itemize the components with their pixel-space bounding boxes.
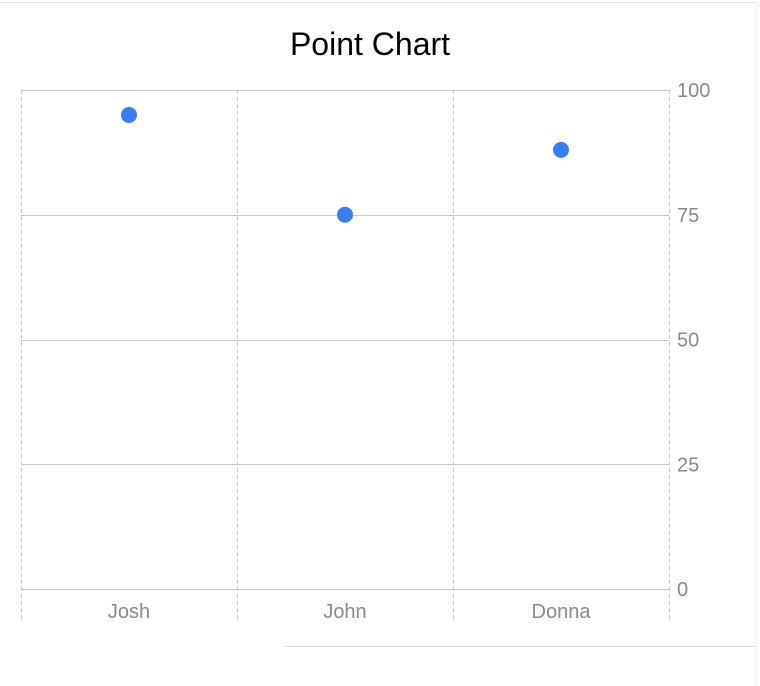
data-point — [121, 106, 137, 123]
x-tick-label: Donna — [532, 601, 592, 623]
y-tick-label: 100 — [677, 80, 710, 102]
bottom-separator — [284, 646, 756, 647]
chart-title: Point Chart — [289, 26, 451, 62]
y-tick-label: 25 — [677, 454, 699, 476]
data-point — [553, 141, 569, 158]
top-separator — [0, 2, 756, 3]
y-tick-label: 75 — [677, 205, 699, 227]
data-point — [337, 206, 353, 223]
right-separator — [756, 2, 757, 686]
x-tick-label: Josh — [108, 601, 150, 623]
y-tick-label: 50 — [677, 330, 699, 352]
y-tick-label: 0 — [677, 579, 688, 601]
x-tick-label: John — [323, 601, 366, 623]
